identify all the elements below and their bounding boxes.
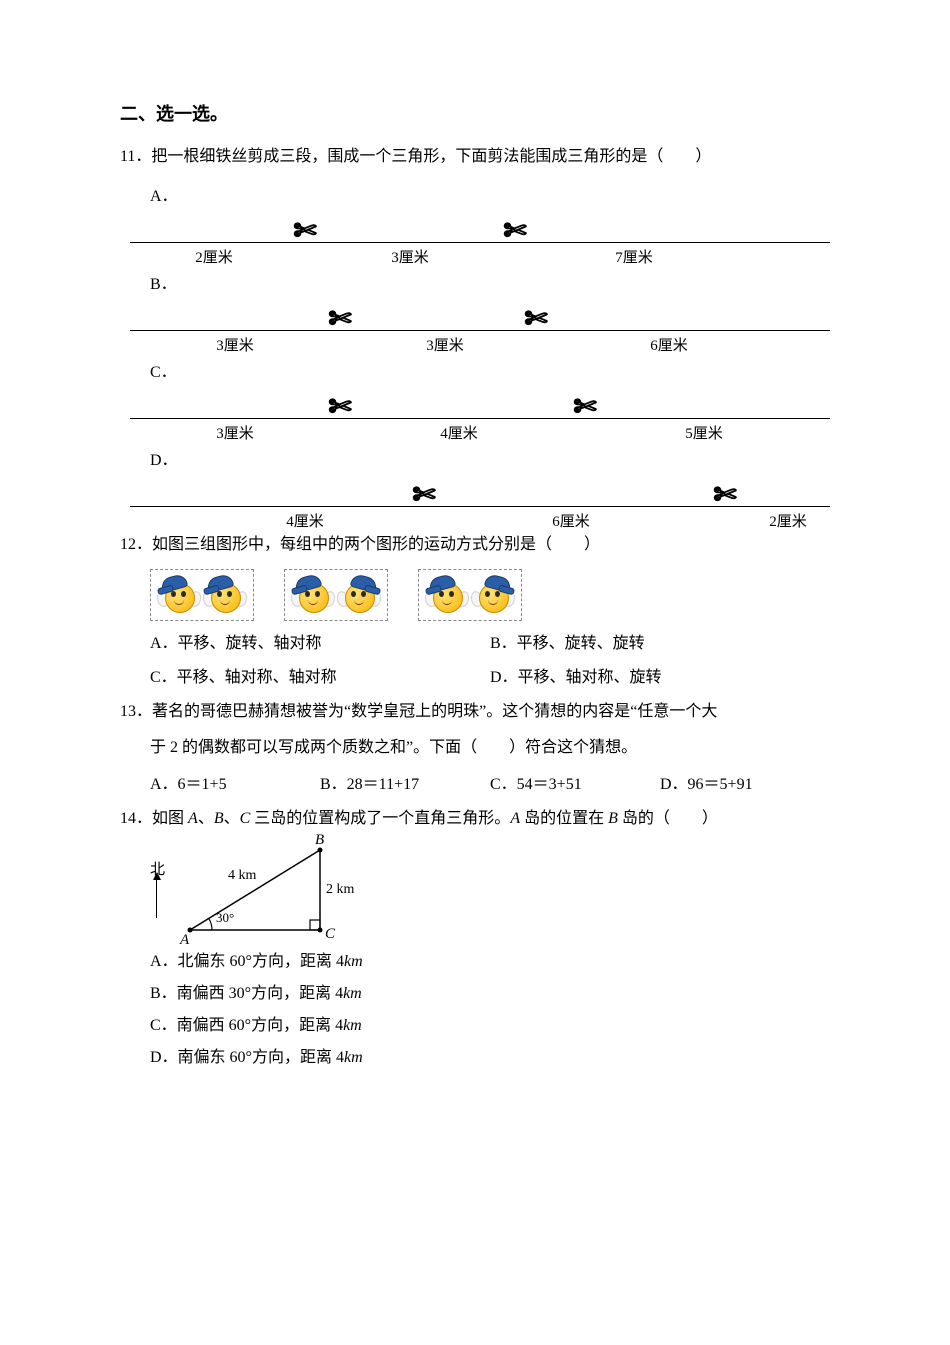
face-icon	[341, 577, 377, 613]
label-angle: 30°	[216, 910, 234, 926]
scissor-icon: ✄	[503, 218, 526, 246]
q11-opt-b-row: 3厘米 ✄ 3厘米 ✄ 6厘米	[130, 298, 830, 348]
q11-opt-a-letter: A．	[150, 182, 830, 206]
scissor-icon: ✄	[524, 306, 547, 334]
q11-opt-a-row: 2厘米 ✄ 3厘米 ✄ 7厘米	[130, 210, 830, 260]
q14: 14．如图 A、B、C 三岛的位置构成了一个直角三角形。A 岛的位置在 B 岛的…	[120, 804, 830, 834]
q14-text: 如图 A、B、C 三岛的位置构成了一个直角三角形。A 岛的位置在 B 岛的（ ）	[152, 810, 718, 827]
scissor-icon: ✄	[293, 218, 316, 246]
scissor-icon: ✄	[573, 394, 596, 422]
q12-choice-b: B．平移、旋转、旋转	[490, 629, 830, 653]
q12-group-3	[418, 569, 522, 621]
cut-line	[130, 242, 830, 243]
seg-label: 4厘米	[440, 422, 478, 443]
q11-opt-b-letter: B．	[150, 270, 830, 294]
scissor-icon: ✄	[328, 394, 351, 422]
q14-diagram: 北 A B C 4 km 2 km 30°	[150, 840, 370, 940]
cut-line	[130, 418, 830, 419]
q11-opt-d-letter: D．	[150, 446, 830, 470]
q11-opt-c-letter: C．	[150, 358, 830, 382]
scissor-icon: ✄	[713, 482, 736, 510]
scissor-icon: ✄	[412, 482, 435, 510]
q13-number: 13．	[120, 697, 152, 727]
q14-choices: A．北偏东 60°方向，距离 4km B．南偏西 30°方向，距离 4km C．…	[150, 946, 830, 1074]
q12-choices: A．平移、旋转、轴对称 B．平移、旋转、旋转 C．平移、轴对称、轴对称 D．平移…	[150, 629, 830, 687]
face-icon	[475, 577, 511, 613]
cut-line	[130, 330, 830, 331]
q14-choice-b: B．南偏西 30°方向，距离 4km	[150, 978, 830, 1010]
q13-choice-a: A．6＝1+5	[150, 770, 320, 794]
q13-text-l2: 于 2 的偶数都可以写成两个质数之和”。下面（ ）符合这个猜想。	[150, 733, 830, 763]
q11-text: 把一根细铁丝剪成三段，围成一个三角形，下面剪法能围成三角形的是（ ）	[151, 148, 711, 165]
q13-choice-b: B．28＝11+17	[320, 770, 490, 794]
q12-number: 12．	[120, 530, 152, 560]
face-icon	[207, 577, 243, 613]
q11: 11．把一根细铁丝剪成三段，围成一个三角形，下面剪法能围成三角形的是（ ）	[120, 142, 830, 172]
label-AB: 4 km	[228, 868, 256, 884]
seg-label: 6厘米	[650, 334, 688, 355]
q13-choice-c: C．54＝3+51	[490, 770, 660, 794]
seg-label: 2厘米	[769, 510, 807, 531]
q12-group-2	[284, 569, 388, 621]
q12-image-groups	[150, 569, 830, 621]
seg-label: 3厘米	[391, 246, 429, 267]
face-icon	[161, 577, 197, 613]
seg-label: 2厘米	[195, 246, 233, 267]
seg-label: 3厘米	[216, 422, 254, 443]
q13-choices: A．6＝1+5 B．28＝11+17 C．54＝3+51 D．96＝5+91	[150, 770, 830, 794]
q11-opt-d-row: 4厘米 ✄ 6厘米 ✄ 2厘米	[130, 474, 830, 524]
label-C: C	[325, 926, 335, 943]
scissor-icon: ✄	[328, 306, 351, 334]
face-icon	[295, 577, 331, 613]
q14-choice-d: D．南偏东 60°方向，距离 4km	[150, 1042, 830, 1074]
q11-number: 11．	[120, 142, 151, 172]
q14-choice-c: C．南偏西 60°方向，距离 4km	[150, 1010, 830, 1042]
q13-choice-d: D．96＝5+91	[660, 770, 810, 794]
seg-label: 5厘米	[685, 422, 723, 443]
label-A: A	[180, 932, 189, 949]
q14-choice-a: A．北偏东 60°方向，距离 4km	[150, 946, 830, 978]
q12-choice-d: D．平移、轴对称、旋转	[490, 663, 830, 687]
face-icon	[429, 577, 465, 613]
section-title: 二、选一选。	[120, 100, 830, 126]
seg-label: 7厘米	[615, 246, 653, 267]
q14-number: 14．	[120, 804, 152, 834]
q12-choice-c: C．平移、轴对称、轴对称	[150, 663, 490, 687]
page: 二、选一选。 11．把一根细铁丝剪成三段，围成一个三角形，下面剪法能围成三角形的…	[0, 0, 950, 1345]
seg-label: 3厘米	[216, 334, 254, 355]
q12: 12．如图三组图形中，每组中的两个图形的运动方式分别是（ ）	[120, 530, 830, 560]
seg-label: 4厘米	[286, 510, 324, 531]
label-B: B	[315, 832, 324, 849]
q13: 13．著名的哥德巴赫猜想被誉为“数学皇冠上的明珠”。这个猜想的内容是“任意一个大	[120, 697, 830, 727]
seg-label: 3厘米	[426, 334, 464, 355]
q12-group-1	[150, 569, 254, 621]
seg-label: 6厘米	[552, 510, 590, 531]
q12-choice-a: A．平移、旋转、轴对称	[150, 629, 490, 653]
q12-text: 如图三组图形中，每组中的两个图形的运动方式分别是（ ）	[152, 536, 600, 553]
q13-text-l1: 著名的哥德巴赫猜想被誉为“数学皇冠上的明珠”。这个猜想的内容是“任意一个大	[152, 703, 717, 720]
label-BC: 2 km	[326, 882, 354, 898]
q11-opt-c-row: 3厘米 ✄ 4厘米 ✄ 5厘米	[130, 386, 830, 436]
